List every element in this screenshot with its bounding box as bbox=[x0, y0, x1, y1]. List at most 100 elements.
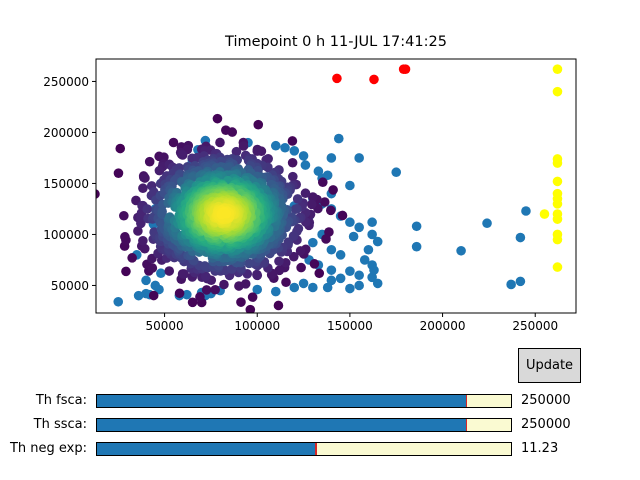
density-point bbox=[244, 258, 254, 269]
density-point bbox=[138, 235, 148, 246]
outlier-point bbox=[367, 229, 377, 240]
slider-fill bbox=[97, 443, 317, 455]
outlier-point bbox=[335, 250, 346, 260]
density-point bbox=[309, 259, 320, 269]
density-point bbox=[138, 183, 148, 194]
outlier-point bbox=[326, 244, 337, 255]
density-point bbox=[238, 141, 249, 151]
slider-label: Th fsca: bbox=[35, 393, 87, 408]
density-point bbox=[252, 269, 262, 280]
slider-handle[interactable] bbox=[465, 419, 468, 431]
outlier-point bbox=[411, 221, 422, 232]
density-point bbox=[295, 246, 306, 256]
outlier-point bbox=[270, 286, 281, 297]
density-point bbox=[219, 279, 229, 290]
outlier-point bbox=[133, 290, 144, 301]
outlier-point bbox=[298, 151, 309, 161]
outlier-point bbox=[313, 166, 324, 177]
saturated-point bbox=[552, 214, 563, 224]
density-point bbox=[140, 173, 150, 183]
density-point bbox=[288, 171, 298, 182]
saturated-point bbox=[552, 86, 563, 97]
density-point bbox=[308, 192, 318, 202]
density-point bbox=[215, 137, 225, 148]
slider-handle[interactable] bbox=[315, 443, 317, 455]
density-point bbox=[274, 256, 284, 267]
slider-track[interactable] bbox=[96, 394, 512, 408]
slider-value: 250000 bbox=[521, 417, 571, 432]
y-tick-label: 200000 bbox=[43, 126, 89, 140]
density-point bbox=[325, 205, 336, 216]
outlier-point bbox=[308, 237, 318, 248]
density-point bbox=[287, 157, 298, 168]
saturated-point bbox=[552, 176, 563, 187]
outlier-point bbox=[326, 153, 337, 163]
density-point bbox=[120, 232, 130, 242]
outlier-point bbox=[280, 142, 290, 153]
outlier-point bbox=[411, 241, 422, 252]
slider-track[interactable] bbox=[96, 418, 512, 432]
density-point bbox=[168, 137, 179, 148]
density-point bbox=[133, 226, 143, 236]
above-threshold-point bbox=[332, 73, 342, 84]
density-point bbox=[253, 119, 264, 130]
saturated-point bbox=[552, 64, 563, 75]
outlier-point bbox=[354, 222, 364, 233]
saturated-point bbox=[552, 234, 563, 245]
density-point bbox=[210, 284, 220, 295]
density-point bbox=[300, 188, 311, 199]
density-point bbox=[119, 210, 129, 221]
y-tick-label: 100000 bbox=[43, 228, 89, 242]
outlier-point bbox=[252, 284, 263, 295]
density-point bbox=[199, 261, 210, 271]
density-point bbox=[177, 150, 188, 160]
plot-area bbox=[96, 64, 563, 313]
outlier-point bbox=[333, 133, 344, 144]
slider-handle[interactable] bbox=[465, 395, 468, 407]
update-button[interactable]: Update bbox=[518, 348, 581, 383]
outlier-point bbox=[345, 266, 355, 276]
outlier-point bbox=[322, 282, 333, 293]
density-point bbox=[240, 279, 251, 289]
outlier-point bbox=[289, 146, 300, 156]
density-point bbox=[306, 199, 317, 210]
slider-th-fsca: Th fsca: 250000 bbox=[0, 393, 640, 409]
density-point bbox=[236, 297, 246, 307]
slider-value: 250000 bbox=[521, 393, 571, 408]
outlier-point bbox=[354, 153, 364, 163]
outlier-point bbox=[367, 217, 377, 228]
outlier-point bbox=[308, 282, 318, 293]
outlier-point bbox=[391, 167, 402, 178]
density-point bbox=[319, 197, 330, 207]
density-point bbox=[164, 266, 175, 276]
density-point bbox=[296, 262, 306, 273]
density-point bbox=[281, 277, 291, 288]
density-point bbox=[321, 234, 331, 244]
density-point bbox=[317, 177, 328, 188]
outlier-point bbox=[363, 244, 374, 255]
density-point bbox=[200, 271, 211, 282]
density-point bbox=[96, 189, 100, 199]
outlier-point bbox=[298, 278, 309, 289]
slider-track[interactable] bbox=[96, 442, 512, 456]
outlier-point bbox=[270, 140, 281, 151]
outlier-point bbox=[345, 283, 355, 294]
density-point bbox=[221, 208, 232, 219]
slider-fill bbox=[97, 419, 467, 431]
density-point bbox=[292, 194, 303, 204]
above-threshold-point bbox=[369, 74, 379, 85]
y-tick-label: 50000 bbox=[51, 279, 89, 293]
saturated-point bbox=[552, 262, 563, 272]
density-point bbox=[212, 113, 223, 124]
x-tick-label: 200000 bbox=[420, 319, 466, 333]
outlier-point bbox=[456, 245, 466, 256]
outlier-point bbox=[326, 265, 337, 275]
density-point bbox=[148, 290, 159, 301]
outlier-point bbox=[372, 236, 383, 247]
outlier-point bbox=[335, 273, 346, 284]
outlier-point bbox=[113, 296, 124, 307]
density-point bbox=[273, 300, 284, 311]
outlier-point bbox=[354, 280, 364, 291]
axes-frame bbox=[95, 58, 577, 314]
